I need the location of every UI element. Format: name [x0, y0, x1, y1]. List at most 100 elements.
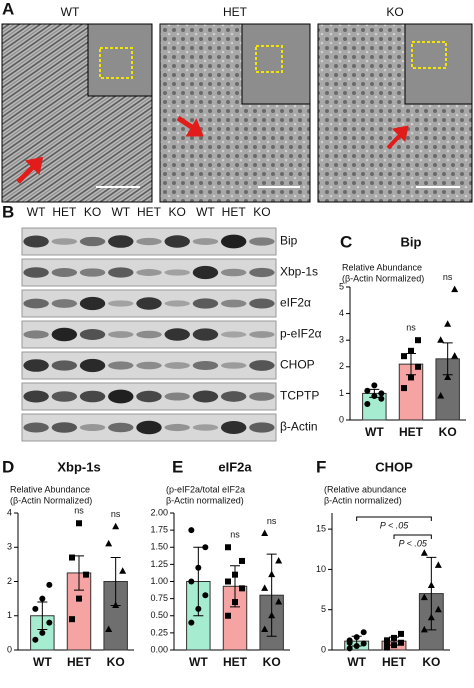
- data-point: [346, 645, 353, 652]
- inset-box: [99, 47, 133, 79]
- y-tick-label: 1: [339, 388, 344, 398]
- data-point: [408, 347, 414, 354]
- blot-band: [51, 391, 78, 402]
- lane-label: WT: [111, 205, 130, 219]
- band-label: eIF2α: [280, 296, 311, 310]
- chart-subtitle: (p-eIF2a/total eIF2a: [166, 484, 245, 494]
- blot-band: [164, 300, 190, 307]
- y-tick-label: 0.50: [150, 610, 168, 620]
- data-point: [420, 593, 428, 601]
- y-tick-label: 1.50: [150, 542, 168, 552]
- genotype-label: KO: [386, 5, 403, 19]
- blot-band: [23, 330, 49, 339]
- data-point: [427, 613, 435, 621]
- blot-band: [136, 420, 162, 435]
- data-point: [225, 578, 231, 585]
- data-point: [378, 390, 385, 397]
- data-point: [371, 393, 378, 400]
- blot-band: [164, 269, 190, 276]
- blot-band: [23, 359, 49, 372]
- x-tick-label: KO: [422, 655, 440, 669]
- blot-band: [192, 328, 219, 341]
- data-point: [261, 625, 269, 632]
- data-point: [360, 629, 367, 636]
- blot-band: [220, 421, 247, 434]
- blot-band: [79, 329, 106, 340]
- error-bar: [37, 601, 48, 630]
- blot-band: [23, 298, 49, 309]
- x-tick-label: WT: [33, 655, 52, 669]
- blot-band: [108, 361, 134, 370]
- annotation: ns: [74, 506, 84, 516]
- data-point: [398, 630, 404, 637]
- blot-band: [164, 423, 190, 432]
- x-tick-label: WT: [189, 655, 208, 669]
- blot-band: [23, 235, 49, 248]
- data-point: [420, 549, 428, 556]
- data-point: [32, 636, 39, 643]
- data-point: [415, 337, 421, 344]
- blot-band: [220, 299, 247, 308]
- data-point: [195, 605, 202, 612]
- y-tick-label: 0.00: [150, 644, 168, 654]
- blot-band: [108, 235, 134, 248]
- data-point: [32, 605, 39, 612]
- western-blot: WT HET KO WT HET KO WT HET KO Bip Xbp-1s eIF2α p-eIF…: [21, 205, 322, 442]
- inset: [241, 23, 311, 105]
- y-tick-label: 2: [7, 576, 12, 586]
- x-tick-label: HET: [399, 425, 424, 439]
- lane-label: WT: [196, 205, 215, 219]
- inset: [87, 23, 153, 97]
- y-tick-label: 2.00: [150, 507, 168, 517]
- band-label: p-eIF2α: [280, 327, 322, 341]
- data-point: [401, 353, 407, 360]
- y-tick-label: 0.75: [150, 593, 168, 603]
- data-point: [346, 639, 353, 646]
- data-point: [39, 595, 46, 602]
- data-point: [384, 640, 390, 647]
- y-tick-label: 1: [7, 610, 12, 620]
- band-label: β-Actin: [280, 420, 318, 434]
- lane-label: KO: [253, 205, 270, 219]
- y-tick-label: 3: [7, 542, 12, 552]
- blot-band: [249, 267, 275, 278]
- blot-band: [164, 235, 190, 248]
- data-point: [46, 581, 53, 588]
- x-tick-label: HET: [382, 655, 407, 669]
- data-point: [437, 336, 445, 343]
- data-point: [112, 601, 120, 608]
- chart-subtitle: β-Actin normalized): [324, 495, 402, 505]
- data-point: [232, 571, 238, 578]
- band-label: CHOP: [280, 358, 315, 372]
- blot-band: [136, 237, 162, 246]
- y-tick-label: 0: [7, 644, 12, 654]
- data-point: [353, 642, 360, 649]
- micrographs: [1, 23, 473, 203]
- data-point: [444, 373, 452, 380]
- blot-band: [192, 390, 219, 403]
- panel-letter: E: [172, 457, 183, 476]
- y-tick-label: 15: [316, 523, 326, 533]
- panel-letter: A: [2, 0, 14, 18]
- blot-band: [79, 424, 106, 431]
- x-tick-label: WT: [365, 425, 384, 439]
- blot-band: [108, 422, 134, 433]
- data-point: [353, 634, 360, 641]
- chart-subtitle: (β-Actin Normalized): [342, 273, 424, 283]
- lane-label: KO: [84, 205, 101, 219]
- blot-band: [23, 422, 49, 433]
- blot-band: [164, 328, 190, 341]
- data-point: [261, 529, 269, 537]
- y-tick-label: 4: [7, 507, 12, 517]
- data-point: [76, 520, 82, 527]
- data-point: [112, 522, 120, 530]
- blot-band: [51, 299, 78, 308]
- genotype-label: WT: [61, 5, 80, 19]
- data-point: [420, 625, 428, 633]
- data-point: [83, 571, 89, 578]
- blot-strip: [21, 351, 277, 380]
- blot-band: [192, 360, 219, 371]
- blot-band: [136, 390, 162, 403]
- annotation: ns: [267, 516, 277, 526]
- band-label: TCPTP: [280, 389, 319, 403]
